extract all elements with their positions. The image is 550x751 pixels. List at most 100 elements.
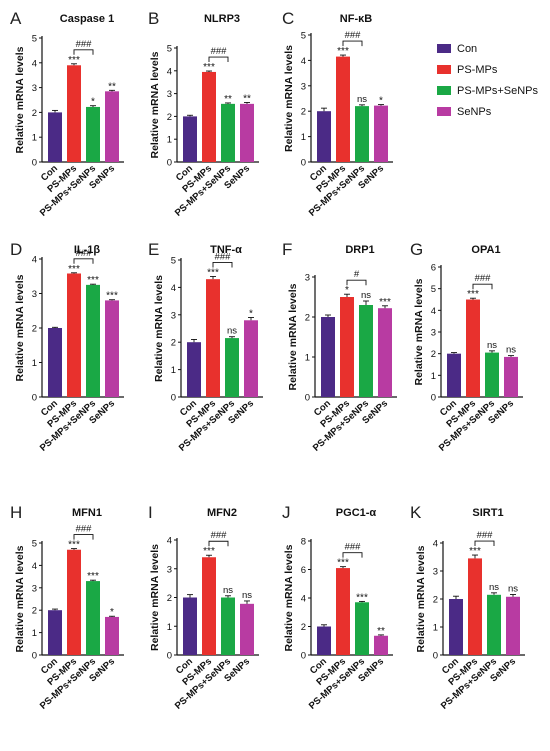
- legend-item-con: Con: [437, 40, 538, 57]
- bracket-label: ###: [475, 273, 492, 284]
- panel-letter: C: [282, 9, 294, 28]
- bar-con: [48, 328, 62, 397]
- panel-letter: D: [10, 240, 22, 259]
- y-tick-label: 4: [32, 255, 37, 266]
- significance-label: **: [108, 81, 116, 92]
- significance-label: ***: [467, 289, 479, 300]
- comparison-bracket: [212, 261, 233, 268]
- bar-ps-mps-senps: [221, 597, 235, 655]
- y-tick-label: 1: [32, 628, 37, 639]
- significance-label: **: [243, 93, 251, 104]
- chart-title: DRP1: [345, 244, 374, 256]
- comparison-bracket: [73, 534, 94, 540]
- bar-ps-mps: [202, 71, 216, 162]
- y-tick-label: 3: [431, 328, 436, 339]
- significance-label: ***: [106, 291, 118, 302]
- y-tick-label: 4: [167, 66, 172, 77]
- y-tick-label: 6: [301, 565, 306, 576]
- y-tick-label: 5: [167, 44, 172, 55]
- y-tick-label: 4: [301, 594, 306, 605]
- y-axis-label: Relative mRNA levels: [287, 283, 299, 390]
- y-tick-label: 5: [171, 256, 176, 267]
- bar-con: [183, 597, 197, 655]
- bar-ps-mps-senps: [485, 352, 499, 397]
- y-tick-label: 2: [167, 593, 172, 604]
- bar-con: [317, 626, 331, 655]
- y-tick-label: 0: [305, 393, 310, 404]
- chart-title: Caspase 1: [60, 13, 114, 25]
- y-tick-label: 2: [167, 112, 172, 123]
- y-tick-label: 1: [32, 358, 37, 369]
- chart-title: PGC1-α: [336, 507, 377, 519]
- y-tick-label: 2: [301, 622, 306, 633]
- y-tick-label: 2: [32, 324, 37, 335]
- chart-title: NLRP3: [204, 13, 240, 25]
- significance-label: ns: [489, 582, 499, 593]
- significance-label: ns: [357, 94, 367, 105]
- significance-label: ns: [227, 326, 237, 337]
- significance-label: **: [224, 94, 232, 105]
- bar-senps: [240, 603, 254, 655]
- significance-label: *: [110, 607, 114, 618]
- bar-ps-mps: [67, 65, 81, 162]
- bar-ps-mps-senps: [355, 602, 369, 655]
- significance-label: ns: [508, 584, 518, 595]
- significance-label: *: [379, 96, 383, 107]
- y-tick-label: 2: [301, 107, 306, 118]
- y-tick-label: 5: [32, 539, 37, 550]
- bar-ps-mps-senps: [86, 581, 100, 655]
- bar-ps-mps: [336, 56, 350, 163]
- bar-senps: [374, 635, 388, 655]
- chart-title: OPA1: [471, 244, 500, 256]
- legend-swatch-ps-mps: [437, 65, 451, 74]
- y-tick-label: 3: [301, 81, 306, 92]
- y-tick-label: 4: [167, 536, 172, 547]
- legend-label-con: Con: [457, 42, 478, 55]
- bracket-label: ###: [76, 524, 93, 535]
- bar-ps-mps-senps: [221, 103, 235, 162]
- bracket-label: ###: [76, 39, 93, 50]
- y-axis-label: Relative mRNA levels: [14, 545, 26, 652]
- bar-ps-mps-senps: [359, 305, 373, 397]
- chart-title: TNF-α: [210, 244, 242, 256]
- bar-ps-mps-senps: [86, 106, 100, 162]
- significance-label: ***: [337, 46, 349, 57]
- chart-title: SIRT1: [472, 507, 503, 519]
- y-tick-label: 2: [171, 338, 176, 349]
- chart-title: NF-κB: [340, 13, 372, 25]
- bar-con: [187, 342, 201, 397]
- y-tick-label: 8: [301, 537, 306, 548]
- panel-letter: J: [282, 503, 291, 522]
- y-tick-label: 2: [305, 313, 310, 324]
- significance-label: *: [91, 97, 95, 108]
- bar-con: [183, 116, 197, 162]
- significance-label: **: [377, 626, 385, 637]
- y-tick-label: 1: [167, 135, 172, 146]
- bar-senps: [105, 616, 119, 655]
- legend-swatch-con: [437, 44, 451, 53]
- y-tick-label: 1: [171, 365, 176, 376]
- y-tick-label: 4: [301, 56, 306, 67]
- y-tick-label: 2: [431, 349, 436, 360]
- legend-swatch-ps-mps-senps: [437, 86, 451, 95]
- panel-letter: H: [10, 503, 22, 522]
- y-axis-label: Relative mRNA levels: [415, 545, 427, 652]
- bar-con: [48, 610, 62, 655]
- legend: Con PS-MPs PS-MPs+SeNPs SeNPs: [437, 40, 538, 124]
- significance-label: *: [249, 309, 253, 320]
- significance-label: *: [345, 285, 349, 296]
- bar-senps: [240, 103, 254, 162]
- y-tick-label: 4: [32, 58, 37, 69]
- y-tick-label: 2: [433, 595, 438, 606]
- significance-label: ns: [487, 340, 497, 351]
- comparison-bracket: [346, 279, 367, 286]
- y-tick-label: 6: [431, 263, 436, 274]
- y-axis-label: Relative mRNA levels: [149, 544, 161, 651]
- y-tick-label: 1: [431, 371, 436, 382]
